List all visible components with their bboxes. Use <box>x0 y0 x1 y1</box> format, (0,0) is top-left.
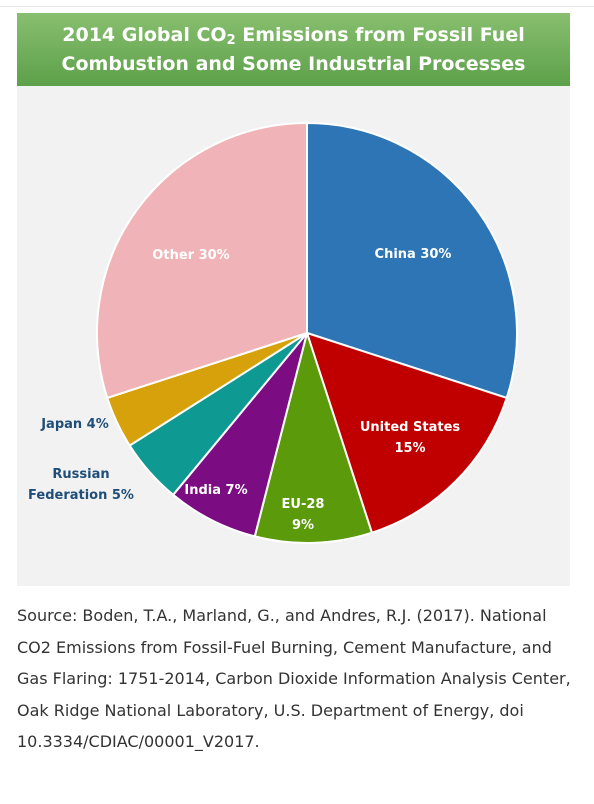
chart-title-line2: Combustion and Some Industrial Processes <box>61 52 526 75</box>
pie-slice-other <box>96 121 308 400</box>
pie-slice-china <box>306 121 518 400</box>
chart-title-line1: 2014 Global CO2 Emissions from Fossil Fu… <box>62 23 525 48</box>
slice-label-united-states: United States 15% <box>360 420 461 456</box>
slice-label-eu-28: EU-28 9% <box>282 497 325 533</box>
slice-label-other: Other 30% <box>152 248 229 263</box>
pie-chart: China 30% United States 15% EU-28 9% India 7%… <box>28 121 518 544</box>
chart-figure: 2014 Global CO2 Emissions from Fossil Fu… <box>17 13 570 586</box>
slice-label-russian-federation: Russian Federation 5% <box>28 467 134 503</box>
pie-slice-united-states <box>305 331 508 534</box>
source-citation: Source: Boden, T.A., Marland, G., and An… <box>17 606 571 751</box>
top-divider <box>0 0 594 7</box>
slice-label-china: China 30% <box>375 247 452 262</box>
slice-label-japan: Japan 4% <box>40 417 109 432</box>
chart-title: 2014 Global CO2 Emissions from Fossil Fu… <box>17 13 570 86</box>
slice-label-india: India 7% <box>184 483 247 498</box>
pie-slice-eu-28 <box>253 329 374 544</box>
